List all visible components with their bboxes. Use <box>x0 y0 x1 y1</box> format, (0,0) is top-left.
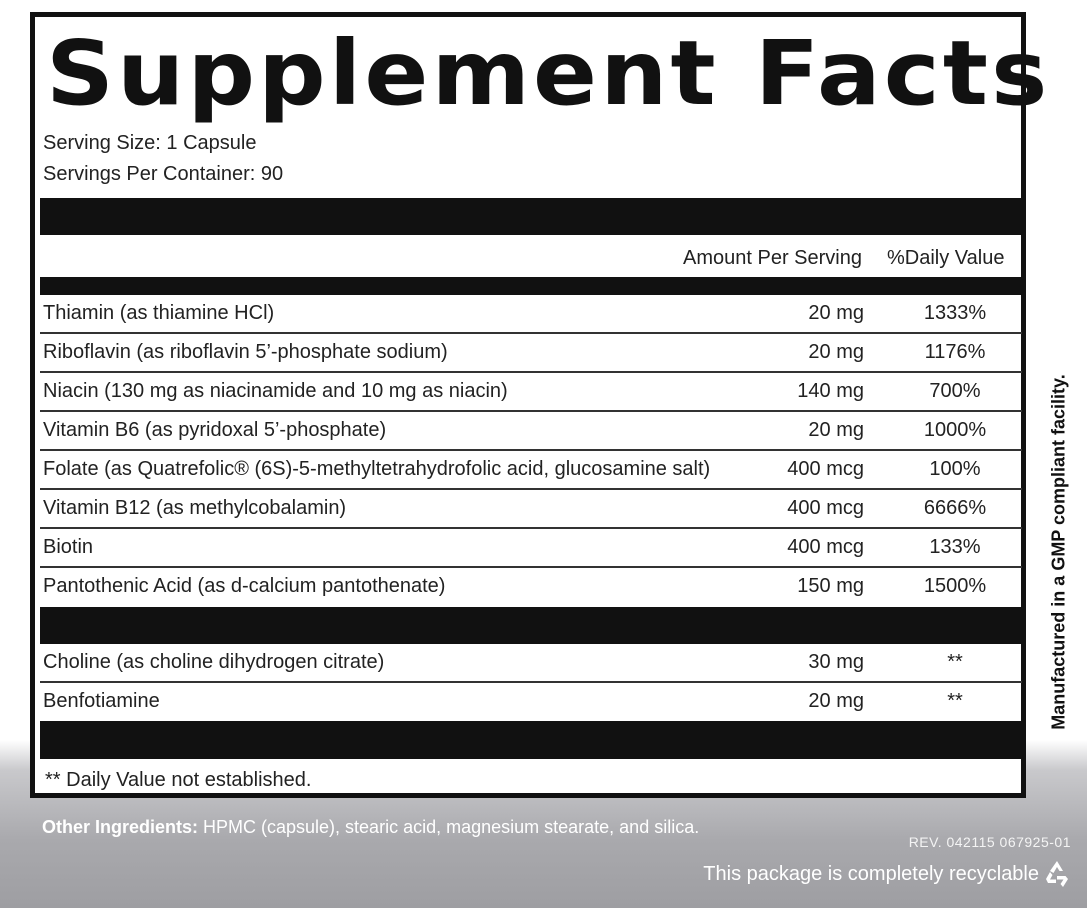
nutrient-name: Thiamin (as thiamine HCl) <box>43 302 275 324</box>
nutrient-amount: 150 mg <box>797 575 864 597</box>
nutrient-name: Niacin (130 mg as niacinamide and 10 mg … <box>43 380 508 402</box>
daily-value-footnote: ** Daily Value not established. <box>45 769 312 791</box>
nutrient-amount: 400 mcg <box>787 536 864 558</box>
nutrient-name: Benfotiamine <box>43 690 160 712</box>
nutrient-name: Choline (as choline dihydrogen citrate) <box>43 651 385 673</box>
supplement-facts-panel: Supplement Facts Serving Size: 1 Capsule… <box>30 12 1047 798</box>
gmp-compliance-note: Manufactured in a GMP compliant facility… <box>1048 374 1069 730</box>
nutrient-row: Pantothenic Acid (as d-calcium pantothen… <box>40 568 1022 607</box>
other-ingredients-label: Other Ingredients: <box>42 817 199 837</box>
panel-title: Supplement Facts <box>46 21 1051 125</box>
nutrient-row: Choline (as choline dihydrogen citrate) 3… <box>40 644 1022 683</box>
nutrient-name: Vitamin B6 (as pyridoxal 5’-phosphate) <box>43 419 387 441</box>
thick-divider-top <box>40 198 1022 235</box>
nutrient-amount: 20 mg <box>808 419 864 441</box>
nutrient-daily-value: 1333% <box>923 302 987 324</box>
daily-value-header: %Daily Value <box>887 247 1005 269</box>
thick-divider-header <box>40 277 1022 295</box>
nutrient-daily-value: 1000% <box>923 419 987 441</box>
nutrient-amount: 20 mg <box>808 341 864 363</box>
nutrient-daily-value: 6666% <box>923 497 987 519</box>
recyclable-note: This package is completely recyclable <box>703 863 1039 885</box>
nutrient-daily-value: 1176% <box>924 341 986 363</box>
servings-per-container: Servings Per Container: 90 <box>43 163 284 185</box>
nutrient-daily-value: 1500% <box>923 575 987 597</box>
nutrient-name: Riboflavin (as riboflavin 5’-phosphate s… <box>43 341 448 363</box>
nutrient-amount: 140 mg <box>797 380 864 402</box>
nutrient-row: Thiamin (as thiamine HCl) 20 mg 1333% <box>40 295 1022 334</box>
thick-divider-bottom <box>40 721 1022 759</box>
other-ingredients: Other Ingredients: HPMC (capsule), stear… <box>42 817 699 838</box>
recycle-icon <box>1046 861 1068 887</box>
other-ingredients-text: HPMC (capsule), stearic acid, magnesium … <box>198 817 700 837</box>
nutrient-row: Vitamin B6 (as pyridoxal 5’-phosphate) 20… <box>40 412 1022 451</box>
nutrient-name: Biotin <box>43 536 94 558</box>
nutrient-daily-value: ** <box>947 690 963 712</box>
nutrient-row: Riboflavin (as riboflavin 5’-phosphate s… <box>40 334 1022 373</box>
revision-code: REV. 042115 067925-01 <box>908 834 1071 850</box>
nutrient-name: Folate (as Quatrefolic® (6S)-5-methyltet… <box>43 458 711 480</box>
nutrient-amount: 30 mg <box>808 651 864 673</box>
nutrient-name: Vitamin B12 (as methylcobalamin) <box>43 497 347 519</box>
nutrient-name: Pantothenic Acid (as d-calcium pantothen… <box>43 575 446 597</box>
nutrient-amount: 400 mcg <box>787 497 864 519</box>
nutrient-row: Folate (as Quatrefolic® (6S)-5-methyltet… <box>40 451 1022 490</box>
nutrient-daily-value: 100% <box>929 458 981 480</box>
nutrient-amount: 400 mcg <box>787 458 864 480</box>
nutrient-row: Vitamin B12 (as methylcobalamin) 400 mcg 6… <box>40 490 1022 529</box>
serving-size: Serving Size: 1 Capsule <box>43 132 257 154</box>
nutrient-daily-value: 133% <box>929 536 981 558</box>
nutrient-amount: 20 mg <box>808 690 864 712</box>
amount-per-serving-header: Amount Per Serving <box>683 247 862 269</box>
nutrient-daily-value: 700% <box>929 380 981 402</box>
thick-divider-middle <box>40 607 1022 644</box>
nutrient-row: Niacin (130 mg as niacinamide and 10 mg … <box>40 373 1022 412</box>
nutrient-daily-value: ** <box>947 651 963 673</box>
nutrient-row: Benfotiamine 20 mg ** <box>40 683 1022 722</box>
nutrient-row: Biotin 400 mcg 133% <box>40 529 1022 568</box>
nutrient-amount: 20 mg <box>808 302 864 324</box>
